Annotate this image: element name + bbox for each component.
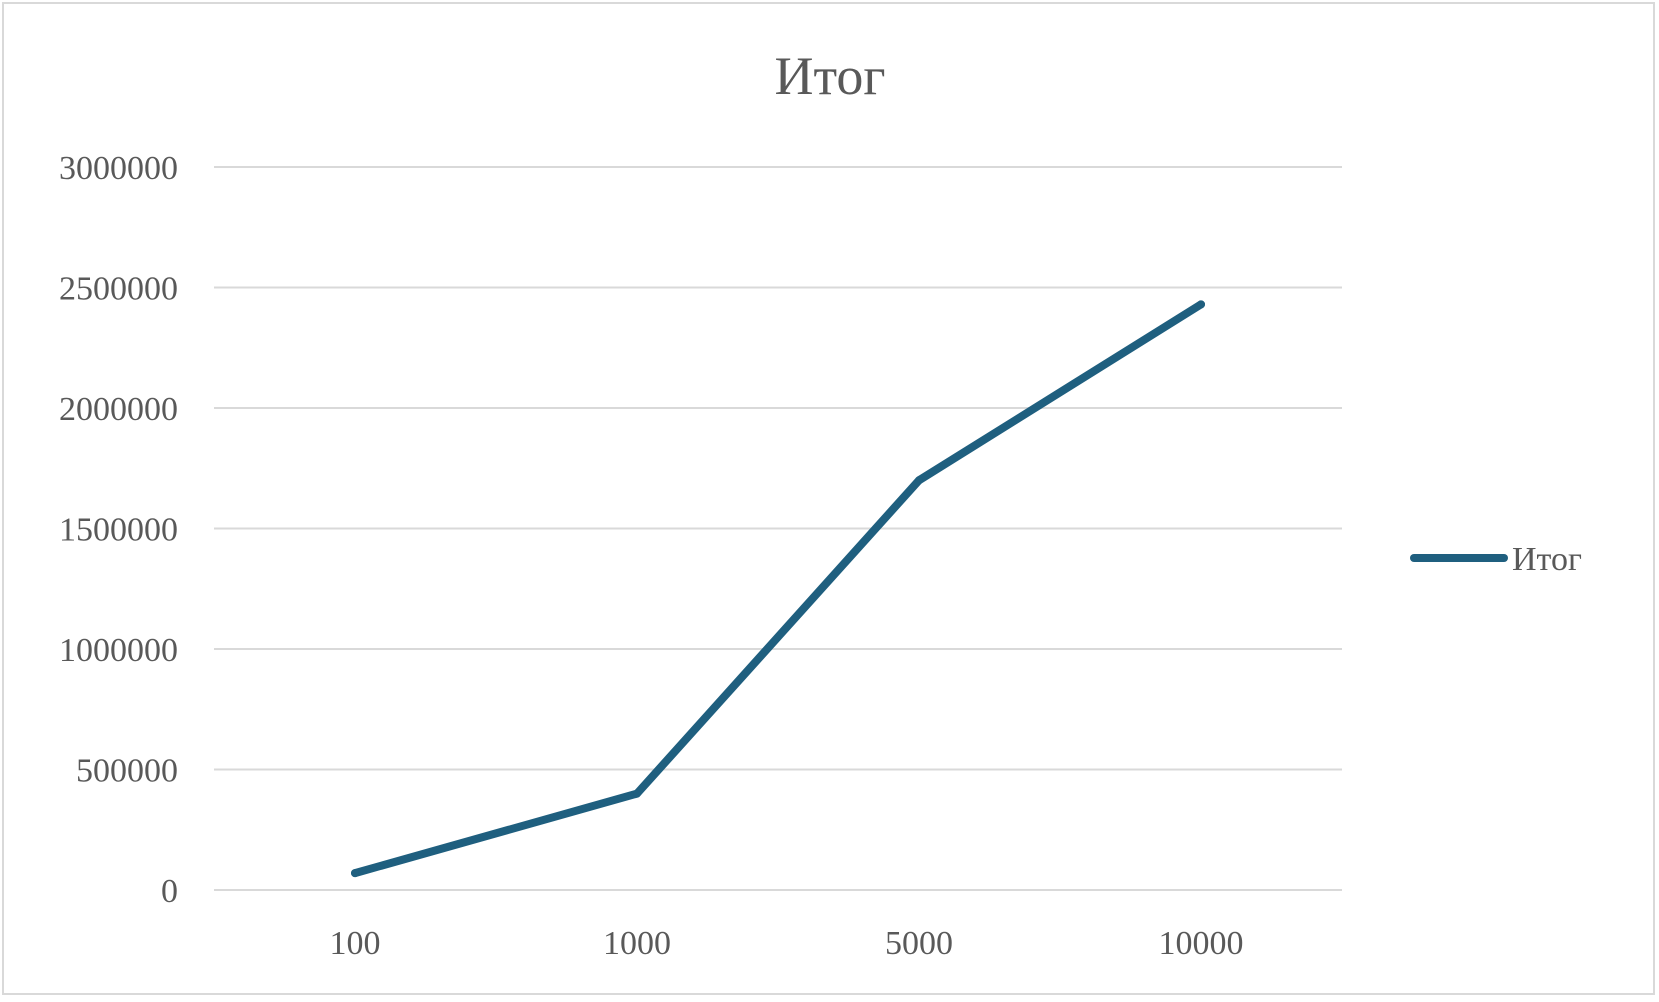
legend: Итог (1410, 541, 1582, 578)
y-tick-label: 2500000 (59, 271, 178, 308)
y-tick-label: 1000000 (59, 632, 178, 669)
y-axis-ticks: 0 500000 1000000 1500000 2000000 2500000 30000… (59, 150, 178, 910)
data-point (915, 476, 923, 485)
y-tick-label: 3000000 (59, 150, 178, 187)
line-chart: Итог 0 500000 1000000 1500000 2000000 2500000… (59, 46, 1582, 962)
series-line (351, 300, 1205, 878)
y-tick-label: 0 (161, 873, 178, 910)
y-tick-label: 500000 (76, 753, 178, 790)
x-tick-label: 1000 (603, 925, 671, 962)
chart-title: Итог (774, 46, 885, 106)
data-point (351, 869, 359, 878)
legend-label: Итог (1512, 541, 1582, 578)
gridlines (214, 166, 1342, 891)
y-tick-label: 1500000 (59, 512, 178, 549)
data-point (1197, 300, 1205, 309)
x-tick-label: 10000 (1159, 925, 1244, 962)
y-tick-label: 2000000 (59, 391, 178, 428)
x-axis-ticks: 100 1000 5000 10000 (330, 925, 1244, 962)
data-point (633, 789, 641, 798)
series-layer (351, 300, 1205, 878)
x-tick-label: 100 (330, 925, 381, 962)
x-tick-label: 5000 (885, 925, 953, 962)
